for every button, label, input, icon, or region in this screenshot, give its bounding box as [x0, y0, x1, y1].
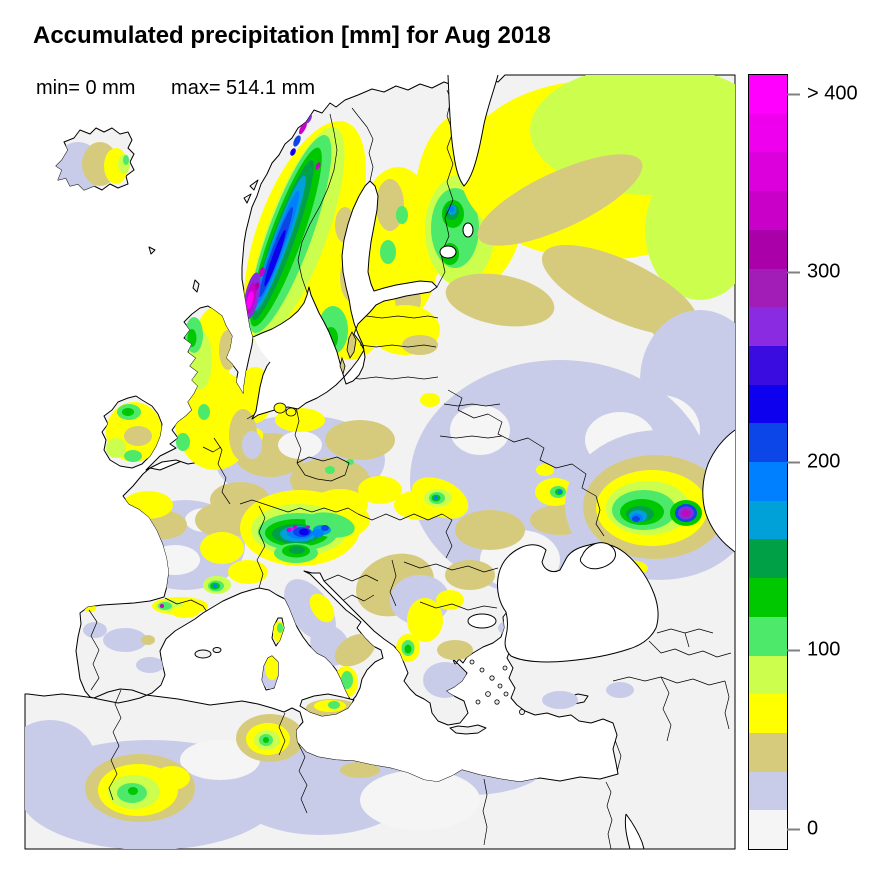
- aegean-island: [469, 659, 475, 665]
- colorbar-bands: [749, 75, 787, 850]
- island-zealand: [273, 402, 287, 414]
- aegean-island: [489, 675, 495, 681]
- aegean-island: [502, 665, 508, 671]
- tick-label: 300: [807, 260, 841, 283]
- colorbar-band: [749, 113, 787, 153]
- colorbar-band: [749, 500, 787, 540]
- colorbar-band: [749, 732, 787, 772]
- tick-label: 0: [807, 817, 819, 840]
- tick-label: 100: [807, 638, 841, 661]
- colorbar-band: [749, 152, 787, 192]
- island-funen: [285, 407, 297, 417]
- colorbar-band: [749, 655, 787, 695]
- island-rhodes: [519, 709, 526, 716]
- colorbar-band: [749, 384, 787, 424]
- country-borders: [88, 89, 732, 849]
- aegean-island: [485, 691, 491, 697]
- min-value-label: min= 0 mm: [36, 77, 136, 99]
- colorbar-tick-100: 100: [787, 639, 840, 662]
- caspian-sea: [702, 430, 735, 552]
- colorbar-band: [749, 771, 787, 811]
- colorbar: [748, 74, 788, 850]
- baltic-sea: [252, 181, 437, 419]
- colorbar-tick-200: 200: [787, 451, 840, 474]
- sea-of-azov: [580, 542, 616, 569]
- tick-label: 200: [807, 450, 841, 473]
- colorbar-band: [749, 268, 787, 308]
- page-title: Accumulated precipitation [mm] for Aug 2…: [33, 22, 551, 49]
- lake-ladoga: [440, 246, 456, 258]
- tick-dash: [787, 828, 800, 830]
- island-crete: [449, 724, 487, 735]
- colorbar-band: [749, 307, 787, 346]
- colorbar-band: [749, 191, 787, 230]
- small-islands: [273, 331, 526, 716]
- aegean-island: [475, 699, 481, 705]
- colorbar-band: [749, 75, 787, 114]
- max-value-label: max= 514.1 mm: [171, 77, 315, 99]
- colorbar-tick-400: > 400: [787, 83, 858, 106]
- sea-layer: [251, 74, 736, 850]
- lake-onega: [463, 223, 473, 237]
- island-faroe: [148, 246, 156, 255]
- stats-row: min= 0 mm max= 514.1 mm: [36, 77, 315, 100]
- aegean-island: [497, 683, 503, 689]
- sea-of-marmara: [468, 614, 496, 628]
- tick-dash: [787, 271, 800, 273]
- aegean-island: [503, 691, 509, 697]
- island-menorca: [212, 647, 222, 653]
- colorbar-band: [749, 423, 787, 463]
- red-sea: [625, 814, 644, 849]
- colorbar-band: [749, 539, 787, 579]
- colorbar-band: [749, 462, 787, 501]
- colorbar-band: [749, 810, 787, 850]
- island-oland: [339, 356, 346, 376]
- aegean-island: [479, 667, 485, 673]
- tick-label: > 400: [807, 82, 858, 105]
- black-sea: [497, 543, 659, 662]
- tick-dash: [787, 649, 800, 651]
- island-mallorca: [194, 649, 212, 659]
- tick-dash: [787, 461, 800, 463]
- tick-dash: [787, 93, 800, 95]
- aegean-island: [494, 699, 500, 705]
- colorbar-band: [749, 345, 787, 385]
- colorbar-band: [749, 229, 787, 269]
- island-gotland: [346, 331, 357, 359]
- island-lofoten: [243, 179, 259, 204]
- island-shetland: [192, 279, 200, 293]
- colorbar-tick-0: 0: [787, 818, 818, 841]
- colorbar-band: [749, 616, 787, 656]
- white-sea: [448, 75, 498, 186]
- colorbar-band: [749, 578, 787, 617]
- colorbar-tick-300: 300: [787, 261, 840, 284]
- colorbar-band: [749, 694, 787, 733]
